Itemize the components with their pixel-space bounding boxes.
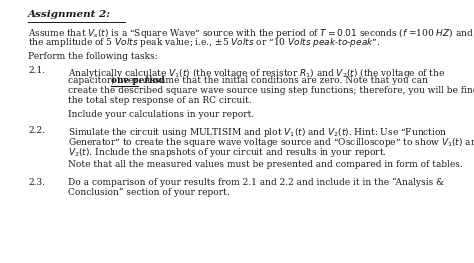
Text: the total step response of an RC circuit.: the total step response of an RC circuit… [68,96,252,105]
Text: Analytically calculate $V_1(t)$ (the voltage of resistor $R_1$) and $V_2(t)$ (th: Analytically calculate $V_1(t)$ (the vol… [68,66,445,80]
Text: Include your calculations in your report.: Include your calculations in your report… [68,110,254,119]
Text: . Assume that the initial conditions are zero. Note that you can: . Assume that the initial conditions are… [138,76,428,85]
Text: 2.3.: 2.3. [28,178,45,187]
Text: capacitor) over: capacitor) over [68,76,141,85]
Text: Assume that $V_s(t)$ is a “Square Wave” source with the period of $T=0.01$ secon: Assume that $V_s(t)$ is a “Square Wave” … [28,26,474,40]
Text: 2.1.: 2.1. [28,66,45,75]
Text: 2.2.: 2.2. [28,126,45,135]
Text: Conclusion” section of your report.: Conclusion” section of your report. [68,188,230,197]
Text: the amplitude of 5 $Volts$ peak value; i.e., ±5 $Volts$ or “10 $Volts$ $peak$-$t: the amplitude of 5 $Volts$ peak value; i… [28,36,381,49]
Text: Do a comparison of your results from 2.1 and 2.2 and include it in the “Analysis: Do a comparison of your results from 2.1… [68,178,444,187]
Text: Perform the following tasks:: Perform the following tasks: [28,52,158,61]
Text: one period: one period [111,76,165,85]
Text: Simulate the circuit using MULTISIM and plot $V_1(t)$ and $V_2(t)$. Hint: Use “F: Simulate the circuit using MULTISIM and … [68,126,447,139]
Text: create the described square wave source using step functions; therefore, you wil: create the described square wave source … [68,86,474,95]
Text: Note that all the measured values must be presented and compared in form of tabl: Note that all the measured values must b… [68,160,463,169]
Text: Assignment 2:: Assignment 2: [28,10,111,19]
Text: $V_2(t)$. Include the snapshots of your circuit and results in your report.: $V_2(t)$. Include the snapshots of your … [68,146,387,159]
Text: Generator” to create the square wave voltage source and “Oscilloscope” to show $: Generator” to create the square wave vol… [68,136,474,149]
